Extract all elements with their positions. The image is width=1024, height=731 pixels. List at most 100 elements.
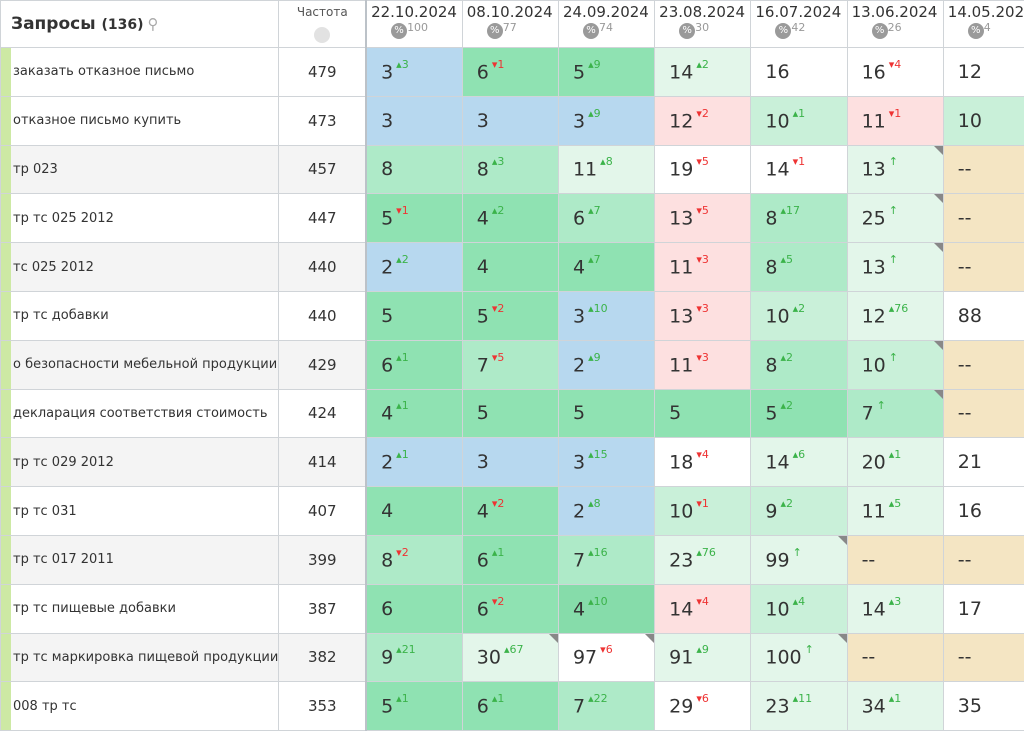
position-cell[interactable]: 14▴3 xyxy=(847,584,943,633)
position-cell[interactable]: 5 xyxy=(655,389,751,438)
position-cell[interactable]: 11▾3 xyxy=(655,340,751,389)
position-cell[interactable]: -- xyxy=(943,633,1024,682)
position-cell[interactable]: -- xyxy=(847,633,943,682)
position-cell[interactable]: 23▴76 xyxy=(655,535,751,584)
position-cell[interactable]: 3 xyxy=(462,438,558,487)
date-column-header[interactable]: 16.07.2024%42 xyxy=(751,1,847,48)
position-cell[interactable]: 88 xyxy=(943,291,1024,340)
percent-icon[interactable]: % xyxy=(391,23,407,39)
query-text[interactable]: тр тс добавки xyxy=(1,291,279,340)
position-cell[interactable]: -- xyxy=(943,243,1024,292)
position-cell[interactable]: 30▴67 xyxy=(462,633,558,682)
position-cell[interactable]: 8▾2 xyxy=(366,535,462,584)
position-cell[interactable]: -- xyxy=(847,535,943,584)
position-cell[interactable]: 3▴15 xyxy=(558,438,654,487)
position-cell[interactable]: 10▴2 xyxy=(751,291,847,340)
position-cell[interactable]: 5▴1 xyxy=(366,682,462,731)
query-text[interactable]: тр 023 xyxy=(1,145,279,194)
percent-icon[interactable]: % xyxy=(487,23,503,39)
position-cell[interactable]: 13▾3 xyxy=(655,291,751,340)
position-cell[interactable]: 2▴2 xyxy=(366,243,462,292)
position-cell[interactable]: 6▴7 xyxy=(558,194,654,243)
position-cell[interactable]: 19▾5 xyxy=(655,145,751,194)
date-column-header[interactable]: 08.10.2024%77 xyxy=(462,1,558,48)
position-cell[interactable]: 23▴11 xyxy=(751,682,847,731)
position-cell[interactable]: 3▴9 xyxy=(558,96,654,145)
query-text[interactable]: тр тс 025 2012 xyxy=(1,194,279,243)
position-cell[interactable]: 5▾2 xyxy=(462,291,558,340)
position-cell[interactable]: 4 xyxy=(366,487,462,536)
position-cell[interactable]: -- xyxy=(943,535,1024,584)
position-cell[interactable]: 3▴10 xyxy=(558,291,654,340)
globe-icon[interactable] xyxy=(314,27,330,43)
query-text[interactable]: тр тс маркировка пищевой продукции xyxy=(1,633,279,682)
position-cell[interactable]: 7▴16 xyxy=(558,535,654,584)
position-cell[interactable]: 13↑ xyxy=(847,145,943,194)
position-cell[interactable]: -- xyxy=(943,389,1024,438)
search-icon[interactable]: ⚲ xyxy=(148,15,159,33)
percent-icon[interactable]: % xyxy=(968,23,984,39)
position-cell[interactable]: 17 xyxy=(943,584,1024,633)
query-text[interactable]: тр тс 017 2011 xyxy=(1,535,279,584)
position-cell[interactable]: 14▾1 xyxy=(751,145,847,194)
position-cell[interactable]: 5 xyxy=(366,291,462,340)
position-cell[interactable]: 29▾6 xyxy=(655,682,751,731)
position-cell[interactable]: 10▾1 xyxy=(655,487,751,536)
position-cell[interactable]: 11▴8 xyxy=(558,145,654,194)
position-cell[interactable]: 11▾1 xyxy=(847,96,943,145)
percent-icon[interactable]: % xyxy=(679,23,695,39)
query-text[interactable]: тр тс пищевые добавки xyxy=(1,584,279,633)
position-cell[interactable]: 20▴1 xyxy=(847,438,943,487)
position-cell[interactable]: 11▴5 xyxy=(847,487,943,536)
position-cell[interactable]: 14▴2 xyxy=(655,48,751,97)
position-cell[interactable]: 99↑ xyxy=(751,535,847,584)
position-cell[interactable]: 10▴4 xyxy=(751,584,847,633)
position-cell[interactable]: 9▴2 xyxy=(751,487,847,536)
position-cell[interactable]: 6▴1 xyxy=(462,682,558,731)
position-cell[interactable]: 8▴17 xyxy=(751,194,847,243)
position-cell[interactable]: 18▾4 xyxy=(655,438,751,487)
position-cell[interactable]: -- xyxy=(943,340,1024,389)
position-cell[interactable]: 8▴2 xyxy=(751,340,847,389)
position-cell[interactable]: 9▴21 xyxy=(366,633,462,682)
position-cell[interactable]: 2▴1 xyxy=(366,438,462,487)
query-text[interactable]: 008 тр тс xyxy=(1,682,279,731)
query-text[interactable]: отказное письмо купить xyxy=(1,96,279,145)
position-cell[interactable]: 21 xyxy=(943,438,1024,487)
query-text[interactable]: тр тс 031 xyxy=(1,487,279,536)
position-cell[interactable]: 25↑ xyxy=(847,194,943,243)
position-cell[interactable]: -- xyxy=(943,145,1024,194)
position-cell[interactable]: 5▴9 xyxy=(558,48,654,97)
position-cell[interactable]: 7▴22 xyxy=(558,682,654,731)
date-column-header[interactable]: 13.06.2024%26 xyxy=(847,1,943,48)
position-cell[interactable]: 3 xyxy=(462,96,558,145)
frequency-header[interactable]: Частота xyxy=(279,1,366,48)
date-column-header[interactable]: 22.10.2024%100 xyxy=(366,1,462,48)
position-cell[interactable]: 6▾2 xyxy=(462,584,558,633)
position-cell[interactable]: 6 xyxy=(366,584,462,633)
position-cell[interactable]: 14▴6 xyxy=(751,438,847,487)
position-cell[interactable]: 10↑ xyxy=(847,340,943,389)
position-cell[interactable]: 6▴1 xyxy=(462,535,558,584)
position-cell[interactable]: 2▴9 xyxy=(558,340,654,389)
date-column-header[interactable]: 14.05.2024%4 xyxy=(943,1,1024,48)
position-cell[interactable]: 16 xyxy=(943,487,1024,536)
position-cell[interactable]: 3▴3 xyxy=(366,48,462,97)
position-cell[interactable]: 10▴1 xyxy=(751,96,847,145)
position-cell[interactable]: 2▴8 xyxy=(558,487,654,536)
position-cell[interactable]: 8▴3 xyxy=(462,145,558,194)
percent-icon[interactable]: % xyxy=(583,23,599,39)
position-cell[interactable]: 91▴9 xyxy=(655,633,751,682)
position-cell[interactable]: 6▾1 xyxy=(462,48,558,97)
position-cell[interactable]: 12▾2 xyxy=(655,96,751,145)
position-cell[interactable]: 97▾6 xyxy=(558,633,654,682)
position-cell[interactable]: 12 xyxy=(943,48,1024,97)
queries-header[interactable]: Запросы (136)⚲ xyxy=(1,1,279,48)
position-cell[interactable]: 16 xyxy=(751,48,847,97)
position-cell[interactable]: 3 xyxy=(366,96,462,145)
date-column-header[interactable]: 24.09.2024%74 xyxy=(558,1,654,48)
position-cell[interactable]: 8 xyxy=(366,145,462,194)
position-cell[interactable]: 4▴7 xyxy=(558,243,654,292)
position-cell[interactable]: 10 xyxy=(943,96,1024,145)
query-text[interactable]: декларация соответствия стоимость xyxy=(1,389,279,438)
